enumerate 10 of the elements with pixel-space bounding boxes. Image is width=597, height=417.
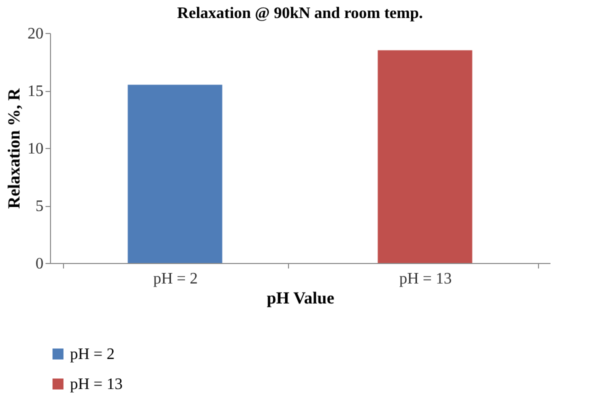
- y-axis-title: Relaxation %, R: [4, 88, 24, 209]
- y-tick-label: 20: [28, 26, 44, 42]
- legend-label: pH = 2: [70, 346, 115, 363]
- y-tick-label: 10: [28, 140, 44, 158]
- y-tick-label: 5: [36, 198, 44, 215]
- chart-title: Relaxation @ 90kN and room temp.: [177, 5, 423, 22]
- y-tick-label: 15: [28, 83, 44, 100]
- x-axis-title: pH Value: [266, 288, 335, 308]
- legend-label: pH = 13: [70, 376, 123, 393]
- y-tick-label: 0: [36, 256, 44, 272]
